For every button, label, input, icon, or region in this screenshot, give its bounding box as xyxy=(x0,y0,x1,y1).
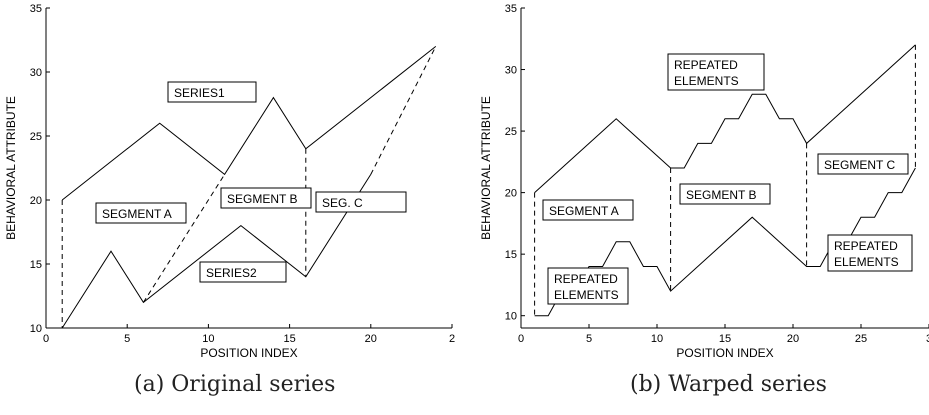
x-tick-label: 5 xyxy=(124,333,130,345)
annotation-box xyxy=(827,234,913,272)
annotation-label: REPEATED xyxy=(674,58,738,72)
annotation-label: REPEATED xyxy=(834,239,898,253)
y-tick-label: 20 xyxy=(30,195,42,207)
annotation-label: SERIES1 xyxy=(174,86,225,100)
y-tick-label: 35 xyxy=(505,3,517,15)
series-line-2 xyxy=(61,174,372,329)
segment-connector xyxy=(370,46,437,175)
y-tick-label: 10 xyxy=(505,311,517,323)
caption-warped-series: (b) Warped series xyxy=(630,372,827,397)
annotation-box xyxy=(95,202,187,224)
annotation-label: ELEMENTS xyxy=(674,74,739,88)
y-tick-label: 15 xyxy=(505,249,517,261)
annotation-box xyxy=(679,183,771,205)
annotation-box xyxy=(199,261,287,283)
x-axis-label: POSITION INDEX xyxy=(676,346,773,360)
annotation-label: SERIES2 xyxy=(206,266,257,280)
x-tick-label: 2 xyxy=(449,333,455,345)
y-tick-label: 15 xyxy=(30,259,42,271)
annotation-label: SEGMENT B xyxy=(686,188,756,202)
annotation-label: REPEATED xyxy=(554,272,618,286)
y-axis-label: BEHAVIORAL ATTRIBUTE xyxy=(4,96,18,240)
annotation-label: SEG. C xyxy=(322,196,363,210)
y-tick-label: 25 xyxy=(505,126,517,138)
annotation-label: SEGMENT A xyxy=(102,207,172,221)
series-line-1 xyxy=(534,44,916,193)
y-tick-label: 35 xyxy=(30,3,42,15)
annotation-box xyxy=(547,267,629,305)
x-tick-label: 5 xyxy=(586,333,592,345)
annotation-label: ELEMENTS xyxy=(834,255,899,269)
x-tick-label: 0 xyxy=(518,333,524,345)
annotation-label: SEGMENT B xyxy=(227,192,297,206)
annotation-label: ELEMENTS xyxy=(554,288,619,302)
y-axis-label: BEHAVIORAL ATTRIBUTE xyxy=(479,96,493,240)
x-tick-label: 15 xyxy=(283,333,295,345)
x-tick-label: 20 xyxy=(787,333,799,345)
annotation-box xyxy=(667,53,765,91)
segment-connector xyxy=(142,174,226,303)
annotation-box xyxy=(817,153,909,175)
panel-original-series: 10 15 20 25 30 35 0 5 10 15 20 2 POSITION INDEX BEHAV… xyxy=(4,3,455,360)
y-tick-label: 10 xyxy=(30,323,42,335)
x-tick-label: 20 xyxy=(365,333,377,345)
x-tick-label: 10 xyxy=(651,333,663,345)
annotation-label: SEGMENT C xyxy=(824,158,895,172)
y-tick-label: 20 xyxy=(505,188,517,200)
y-tick-label: 25 xyxy=(30,131,42,143)
x-tick-label: 3 xyxy=(926,333,929,345)
annotation-label: SEGMENT A xyxy=(549,204,619,218)
x-axis-label: POSITION INDEX xyxy=(200,346,297,360)
annotation-box xyxy=(542,199,634,221)
annotation-box xyxy=(167,81,257,103)
annotation-box xyxy=(315,191,407,213)
x-tick-label: 15 xyxy=(719,333,731,345)
annotation-box xyxy=(220,187,312,209)
panel-warped-series: 10 15 20 25 30 35 0 5 10 15 20 25 3 POSITION INDEX BEH… xyxy=(479,3,929,360)
series-line-1 xyxy=(61,46,437,201)
x-tick-label: 25 xyxy=(855,333,867,345)
caption-original-series: (a) Original series xyxy=(134,372,336,397)
x-tick-label: 10 xyxy=(202,333,214,345)
y-tick-label: 30 xyxy=(30,67,42,79)
y-tick-label: 30 xyxy=(505,65,517,77)
x-tick-label: 0 xyxy=(43,333,49,345)
